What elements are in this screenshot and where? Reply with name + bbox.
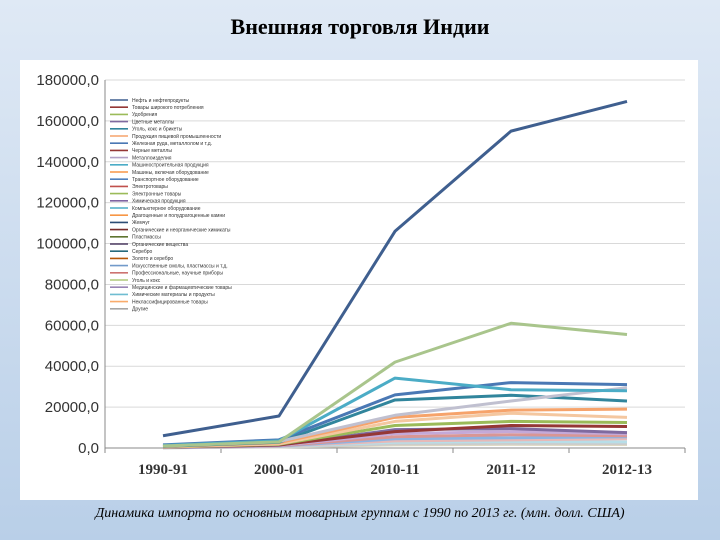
axis-layer: 0,0 20000,0 40000,0 60000,0 80000,0 100000,0 1… — [36, 72, 686, 478]
legend-label: Химическая продукция — [132, 199, 186, 205]
legend-label: Цветные металлы — [132, 119, 175, 125]
legend-label: Нефть и нефтепродукты — [132, 98, 190, 104]
legend-label: Машины, включая оборудование — [132, 170, 209, 176]
legend-label: Пластмассы — [132, 235, 161, 241]
legend-label: Товары широкого потребления — [132, 105, 204, 111]
legend-label: Черные металлы — [132, 148, 172, 154]
legend-label: Железная руда, металлолом и т.д. — [132, 141, 212, 147]
legend-label: Уголь и кокс — [132, 278, 161, 284]
legend-label: Химические материалы и продукты — [132, 292, 215, 298]
y-tick-label: 180000,0 — [36, 72, 99, 89]
series-layer — [162, 100, 628, 450]
legend-label: Драгоценные и полудрагоценные камни — [132, 213, 225, 219]
chart-panel: 0,0 20000,0 40000,0 60000,0 80000,0 100000,0 1… — [20, 60, 698, 500]
legend-label: Золото и серебро — [132, 256, 173, 262]
legend-label: Машиностроительная продукция — [132, 163, 209, 169]
legend-label: Металлоизделия — [132, 155, 172, 161]
chart-caption: Динамика импорта по основным товарным гр… — [95, 506, 625, 521]
legend-label: Искусственные смолы, пластмассы и т.д. — [132, 263, 228, 269]
legend-label: Транспортное оборудование — [132, 177, 199, 183]
x-tick-label: 2011-12 — [486, 462, 535, 478]
y-tick-label: 40000,0 — [45, 358, 99, 375]
y-tick-label: 60000,0 — [45, 317, 99, 334]
y-tick-label: 120000,0 — [36, 195, 99, 212]
legend-label: Неклассифицированные товары — [132, 299, 208, 305]
legend-label: Органические вещества — [132, 242, 188, 248]
legend-label: Электротовары — [132, 184, 168, 190]
legend-label: Компьютерное оборудование — [132, 206, 201, 212]
x-tick-label: 2000-01 — [254, 462, 304, 478]
series-line — [162, 100, 628, 438]
y-tick-label: 140000,0 — [36, 154, 99, 171]
legend-label: Серебро — [132, 249, 153, 255]
y-tick-label: 160000,0 — [36, 113, 99, 130]
y-tick-label: 0,0 — [78, 440, 99, 457]
legend-label: Электронные товары — [132, 191, 182, 197]
legend-label: Другие — [132, 307, 148, 313]
x-tick-label: 1990-91 — [138, 462, 188, 478]
y-tick-label: 100000,0 — [36, 236, 99, 253]
legend-label: Медицинские и фармацевтические товары — [132, 285, 232, 291]
series-line — [162, 321, 628, 448]
legend-label: Продукция пищевой промышленности — [132, 133, 221, 140]
legend-label: Удобрения — [132, 112, 157, 118]
x-tick-label: 2012-13 — [602, 462, 652, 478]
y-tick-label: 20000,0 — [45, 399, 99, 416]
legend-label: Органические и неорганические химикаты — [132, 227, 231, 233]
y-tick-label: 80000,0 — [45, 276, 99, 293]
x-tick-label: 2010-11 — [370, 462, 419, 478]
line-chart: 0,0 20000,0 40000,0 60000,0 80000,0 100000,0 1… — [36, 72, 686, 478]
slide-title: Внешняя торговля Индии — [230, 14, 490, 39]
grid-layer — [105, 79, 685, 449]
legend-label: Жемчуг — [132, 220, 150, 226]
legend-label: Уголь, кокс и брикеты — [132, 127, 183, 133]
legend-label: Профессиональные, научные приборы — [132, 271, 223, 277]
